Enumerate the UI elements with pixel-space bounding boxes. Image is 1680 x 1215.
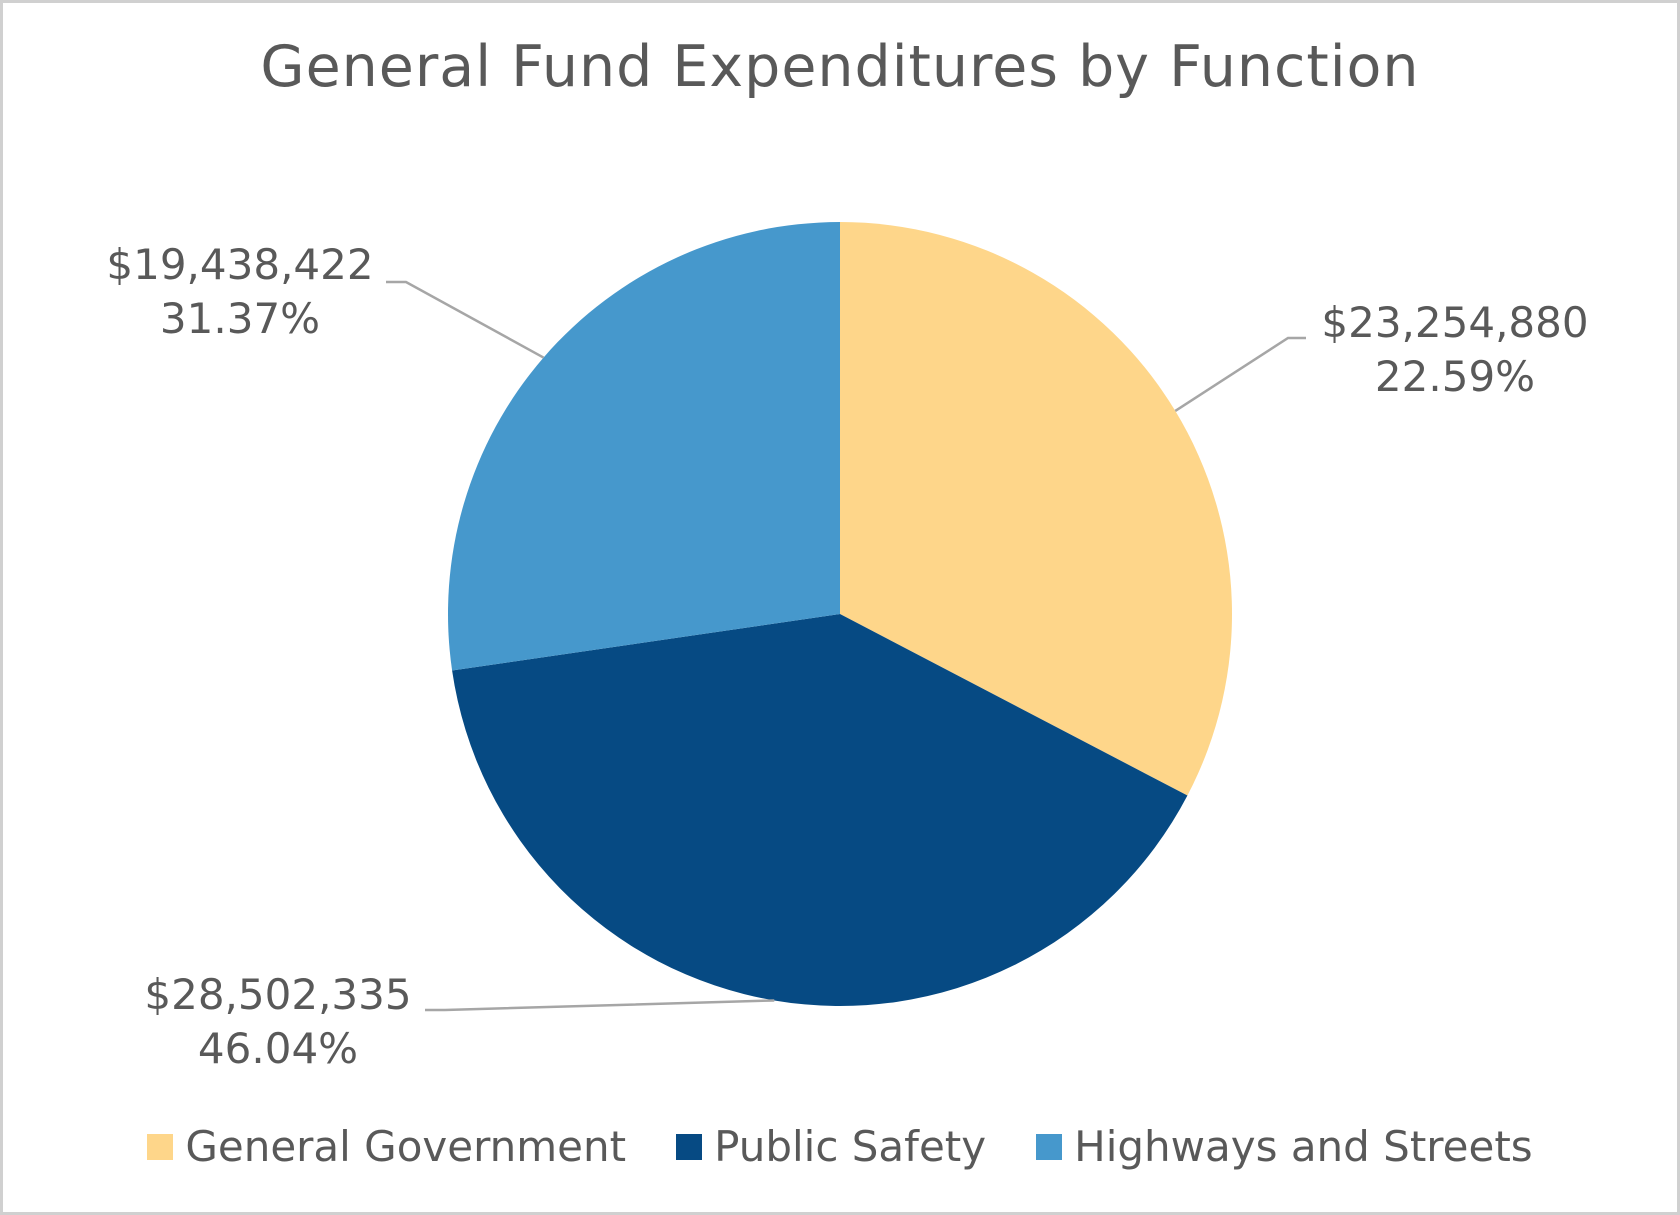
value-label: $19,438,422	[106, 240, 374, 289]
leader-line-public-safety	[425, 999, 775, 1012]
percent-label: 31.37%	[159, 294, 321, 343]
percent-label: 46.04%	[197, 1024, 359, 1073]
legend-swatch	[676, 1133, 703, 1160]
data-label-public-safety: $28,502,335 46.04%	[128, 968, 428, 1076]
value-label: $28,502,335	[144, 970, 412, 1019]
value-label: $23,254,880	[1321, 298, 1589, 347]
legend-item-public-safety: Public Safety	[676, 1122, 986, 1171]
legend-item-highways-and-streets: Highways and Streets	[1036, 1122, 1533, 1171]
legend-swatch	[147, 1133, 174, 1160]
leader-line-highways-and-streets	[386, 280, 545, 359]
data-label-highways-and-streets: $19,438,422 31.37%	[90, 238, 390, 346]
leader-line-general-government	[1174, 336, 1306, 412]
data-label-general-government: $23,254,880 22.59%	[1305, 296, 1605, 404]
chart-title: General Fund Expenditures by Function	[260, 34, 1420, 100]
pie-slice-public-safety	[452, 614, 1188, 1007]
legend-label: Highways and Streets	[1074, 1122, 1533, 1171]
legend-item-general-government: General Government	[147, 1122, 626, 1171]
legend-label: General Government	[185, 1122, 627, 1171]
chart-legend: General Government Public Safety Highway…	[0, 1122, 1680, 1171]
percent-label: 22.59%	[1374, 352, 1536, 401]
pie-slice-general-government	[840, 222, 1232, 796]
legend-swatch	[1036, 1133, 1063, 1160]
legend-label: Public Safety	[714, 1122, 987, 1171]
pie-slice-highways-and-streets	[447, 222, 840, 671]
